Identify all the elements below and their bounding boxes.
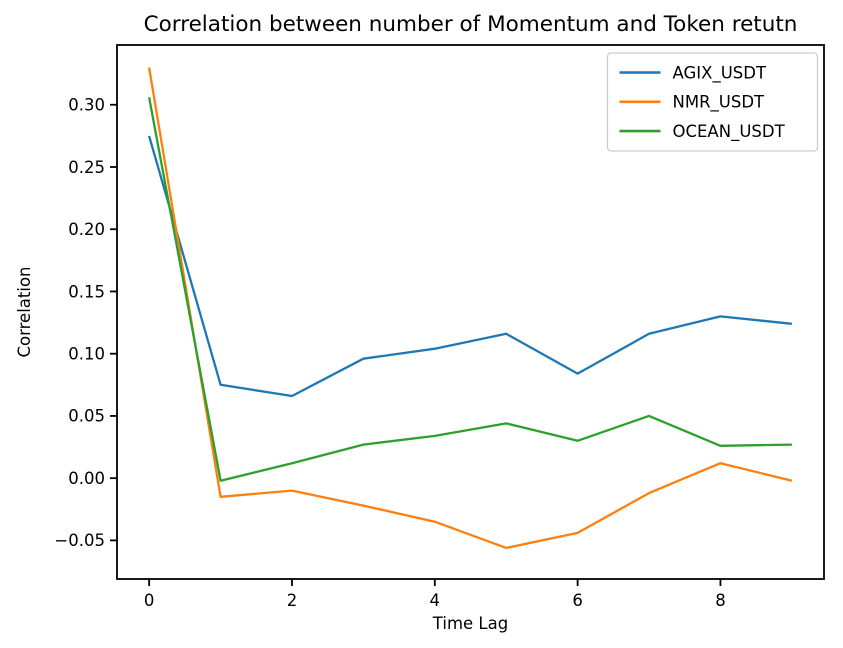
y-tick-label: 0.05 xyxy=(68,407,105,426)
x-tick-label: 8 xyxy=(715,591,726,610)
x-axis-label: Time Lag xyxy=(432,614,508,633)
y-tick-label: 0.30 xyxy=(68,96,105,115)
series-line-NMR_USDT xyxy=(147,67,793,550)
y-tick-label: 0.25 xyxy=(68,158,105,177)
x-tick-label: 6 xyxy=(572,591,583,610)
x-tick-label: 2 xyxy=(287,591,298,610)
y-tick-label: 0.10 xyxy=(68,344,105,363)
legend-label-NMR_USDT: NMR_USDT xyxy=(673,93,766,113)
y-tick-label: −0.05 xyxy=(54,531,105,550)
y-tick-label: 0.20 xyxy=(68,220,105,239)
legend-box xyxy=(606,52,819,152)
y-tick-label: 0.00 xyxy=(68,469,105,488)
x-tick-label: 4 xyxy=(430,591,441,610)
chart-title: Correlation between number of Momentum a… xyxy=(144,12,798,37)
series-line-OCEAN_USDT xyxy=(147,97,792,482)
y-tick-label: 0.15 xyxy=(68,282,105,301)
x-tick-label: 0 xyxy=(144,591,155,610)
y-axis-label: Correlation xyxy=(15,267,34,358)
series-line-AGIX_USDT xyxy=(147,135,793,398)
legend-label-OCEAN_USDT: OCEAN_USDT xyxy=(673,122,786,142)
axes-spines xyxy=(116,44,825,580)
legend-label-AGIX_USDT: AGIX_USDT xyxy=(673,63,767,83)
